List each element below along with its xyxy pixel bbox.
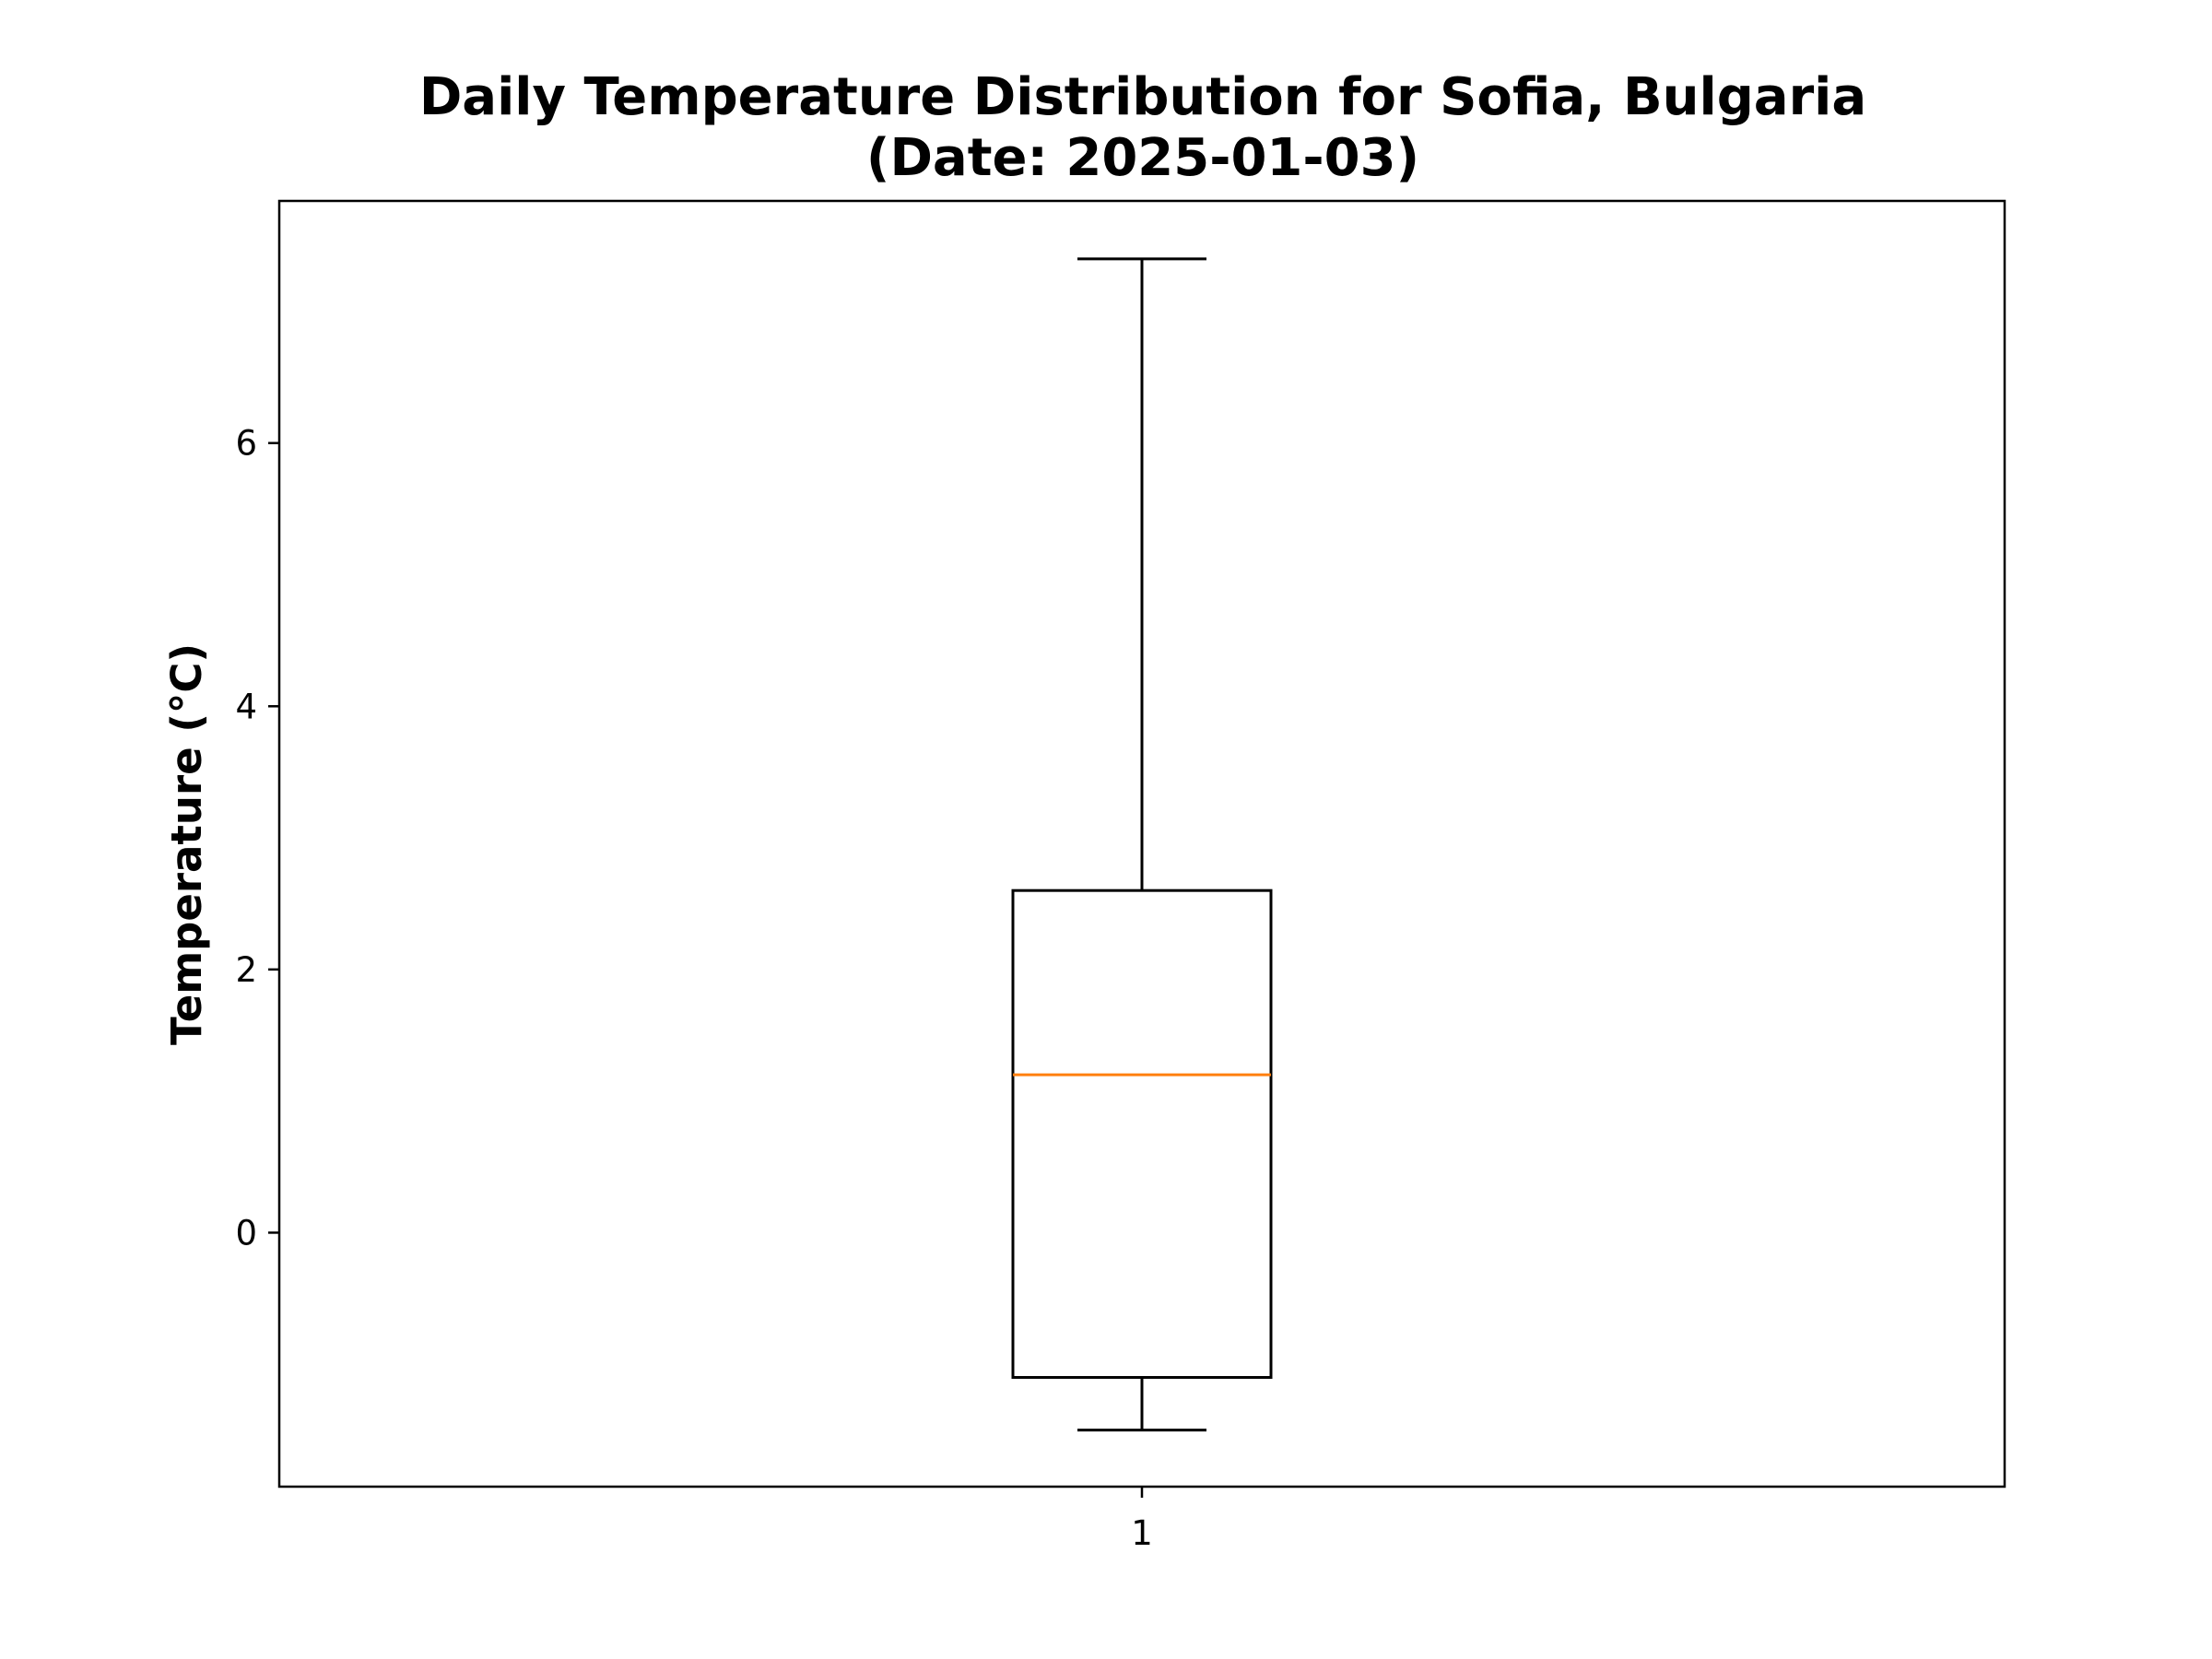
- y-tick-label: 2: [235, 950, 257, 990]
- plot-area-frame: [277, 199, 2006, 1488]
- box-plot-group: [1011, 257, 1273, 1432]
- y-axis-ticks: 0 2 4 6: [235, 424, 279, 1253]
- interquartile-box: [1011, 888, 1273, 1379]
- x-axis-ticks: 1: [1131, 1487, 1153, 1553]
- x-tick-label: 1: [1131, 1513, 1153, 1553]
- y-tick-label: 6: [235, 424, 257, 464]
- y-tick-label: 0: [235, 1213, 257, 1253]
- chart-subtitle: (Date: 2025-01-03): [866, 128, 1419, 188]
- y-tick-label: 4: [235, 687, 257, 726]
- chart-title: Daily Temperature Distribution for Sofia…: [419, 67, 1866, 127]
- y-axis-label: Temperature (°C): [162, 643, 211, 1045]
